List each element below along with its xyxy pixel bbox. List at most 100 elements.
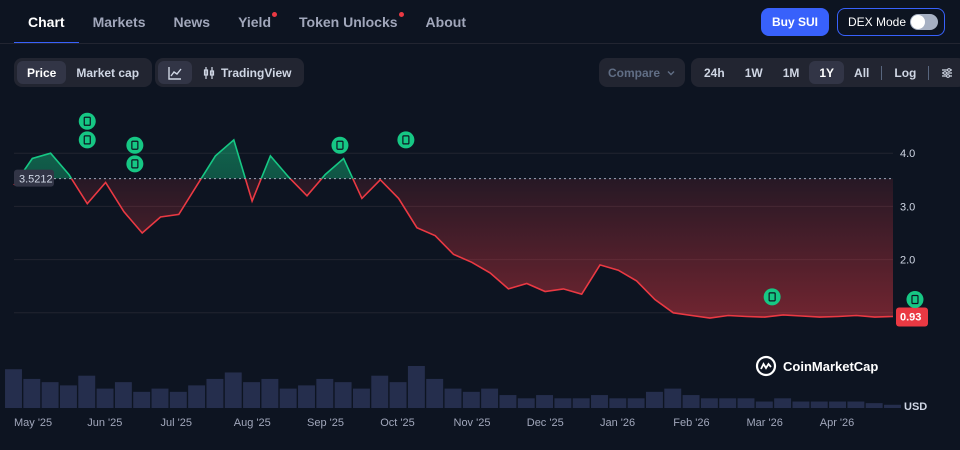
buy-button[interactable]: Buy SUI — [761, 8, 829, 36]
range-1y-button[interactable]: 1Y — [809, 61, 845, 84]
tab-label: Token Unlocks — [299, 14, 398, 30]
news-marker-icon[interactable] — [78, 131, 96, 149]
baseline-label-bg — [14, 169, 54, 187]
time-range-switch: 24h 1W 1M 1Y All Log — [691, 58, 960, 87]
chevron-down-icon — [667, 70, 675, 75]
volume-bar — [645, 391, 663, 408]
volume-currency-label: USD — [904, 401, 927, 413]
compare-dropdown[interactable]: Compare — [599, 58, 685, 87]
volume-bar — [719, 398, 737, 408]
news-marker-icon[interactable] — [763, 288, 781, 306]
x-tick-label: Jul '25 — [161, 417, 192, 429]
volume-bar — [78, 375, 96, 408]
chart-settings-button[interactable] — [931, 61, 960, 84]
tab-token-unlocks[interactable]: Token Unlocks — [285, 0, 412, 44]
volume-bar — [865, 403, 883, 408]
x-tick-label: Mar '26 — [747, 417, 783, 429]
tradingview-label: TradingView — [221, 65, 292, 80]
price-area-up — [18, 139, 353, 179]
price-chart[interactable]: 2.0 3.0 4.0 3.5212 0.93 May '25 Jun '25 Jul '25… — [0, 96, 960, 450]
volume-bar — [426, 378, 444, 408]
news-marker-icon[interactable] — [397, 131, 415, 149]
volume-bar — [243, 382, 261, 408]
volume-bar — [389, 382, 407, 408]
dex-mode-toggle[interactable]: DEX Mode — [837, 8, 945, 36]
tab-markets[interactable]: Markets — [79, 0, 160, 44]
volume-bar — [499, 395, 517, 408]
volume-bar — [188, 385, 206, 408]
volume-bar — [407, 366, 425, 408]
document-icon — [131, 140, 139, 150]
price-button[interactable]: Price — [17, 61, 67, 84]
volume-bar — [829, 401, 847, 408]
news-marker-icon[interactable] — [126, 155, 144, 173]
news-marker-icon[interactable] — [126, 136, 144, 154]
volume-bar — [261, 378, 279, 408]
tab-about[interactable]: About — [412, 0, 480, 44]
news-marker-icon[interactable] — [906, 291, 924, 308]
tab-label: News — [173, 14, 211, 30]
volume-bar — [298, 385, 315, 408]
volume-bar — [224, 372, 242, 408]
tab-label: Markets — [92, 14, 146, 30]
volume-bar — [609, 398, 627, 408]
volume-bar — [444, 388, 462, 408]
volume-bar — [114, 382, 132, 408]
x-tick-label: Sep '25 — [307, 417, 344, 429]
volume-bar — [792, 401, 810, 408]
volume-bar — [884, 404, 901, 408]
baseline-label: 3.5212 — [19, 174, 53, 186]
volume-bar — [591, 395, 608, 408]
price-area-down — [14, 178, 893, 319]
tab-news[interactable]: News — [159, 0, 224, 44]
volume-bar — [517, 398, 535, 408]
range-all-button[interactable]: All — [854, 65, 870, 80]
chart-style-switch: TradingView — [155, 58, 305, 87]
tab-bar: Chart Markets News Yield Token Unlocks About — [14, 0, 480, 44]
volume-bar — [352, 388, 370, 408]
x-tick-label: Aug '25 — [234, 417, 271, 429]
toggle-switch[interactable] — [910, 14, 938, 30]
price-line-down — [13, 178, 894, 319]
price-marketcap-switch: Price Market cap — [14, 58, 153, 87]
volume-bar — [41, 382, 59, 408]
volume-bar — [334, 382, 352, 408]
volume-bar — [847, 401, 865, 408]
document-icon — [83, 116, 91, 126]
range-1w-button[interactable]: 1W — [744, 65, 763, 80]
tab-chart[interactable]: Chart — [14, 0, 79, 44]
log-scale-button[interactable]: Log — [894, 65, 917, 80]
news-marker-icon[interactable] — [331, 136, 349, 154]
x-tick-label: Nov '25 — [454, 417, 491, 429]
toggle-knob — [911, 15, 925, 29]
range-1m-button[interactable]: 1M — [782, 65, 800, 80]
volume-bar — [627, 398, 645, 408]
volume-bar — [481, 388, 499, 408]
coinmarketcap-icon — [755, 355, 777, 377]
candlestick-icon — [203, 66, 215, 79]
volume-bar — [151, 388, 169, 408]
compare-label: Compare — [607, 65, 660, 80]
x-tick-label: May '25 — [14, 417, 52, 429]
line-chart-button[interactable] — [158, 61, 192, 84]
tab-label: Chart — [28, 14, 65, 30]
notification-dot — [398, 12, 404, 17]
tab-yield[interactable]: Yield — [224, 0, 285, 44]
range-24h-button[interactable]: 24h — [704, 65, 725, 80]
x-tick-label: Oct '25 — [380, 417, 415, 429]
tab-label: About — [425, 14, 466, 30]
volume-bar — [206, 378, 224, 408]
document-icon — [768, 292, 776, 302]
volume-bar — [371, 375, 389, 408]
marketcap-button[interactable]: Market cap — [76, 65, 140, 80]
x-tick-label: Jun '25 — [87, 417, 122, 429]
y-tick-label: 4.0 — [900, 148, 915, 160]
volume-bar — [682, 395, 700, 408]
document-icon — [402, 135, 410, 145]
news-marker-icon[interactable] — [78, 112, 96, 130]
volume-bar — [96, 388, 114, 408]
y-tick-label: 2.0 — [900, 255, 915, 267]
document-icon — [83, 135, 91, 145]
divider — [928, 65, 930, 80]
tradingview-button[interactable]: TradingView — [192, 61, 301, 84]
